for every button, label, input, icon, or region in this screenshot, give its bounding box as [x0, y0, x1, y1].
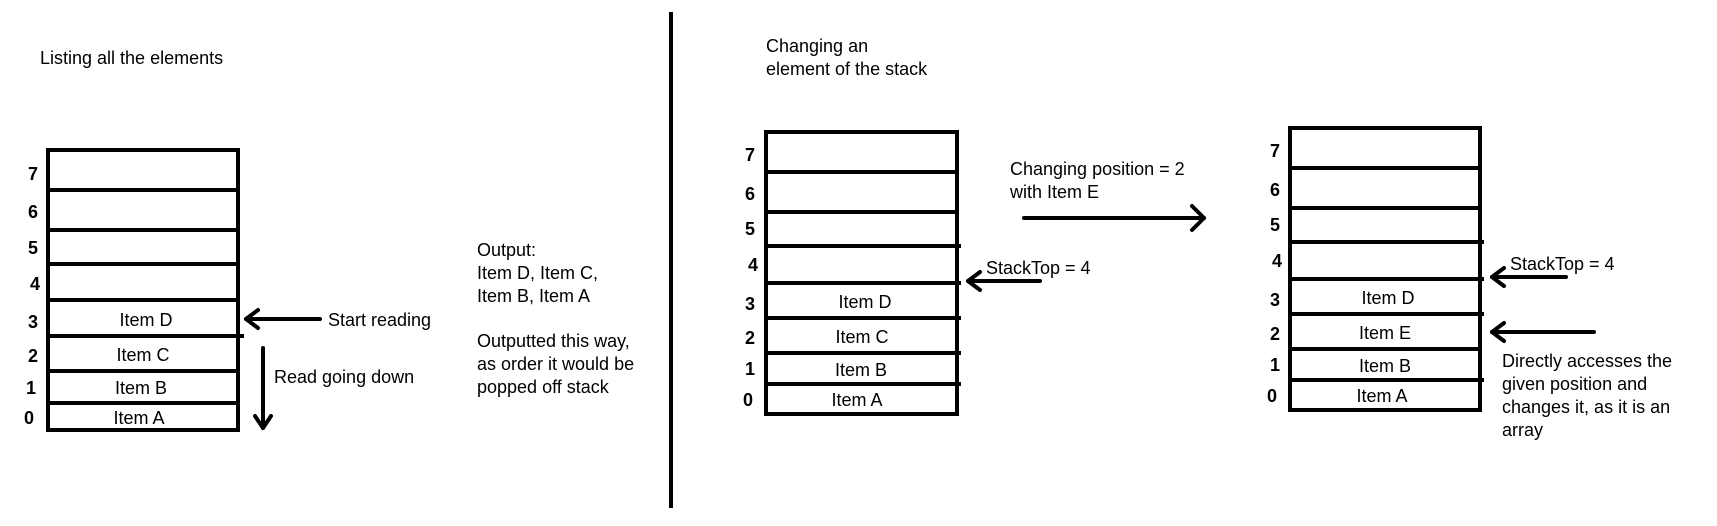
- after-stack: Item D Item E Item B Item A 7 6 5 4 3 2 …: [1267, 126, 1484, 412]
- before-stacktop-label: StackTop = 4: [986, 258, 1091, 278]
- before-stack: Item D Item C Item B Item A 7 6 5 4 3 2 …: [743, 130, 961, 416]
- direct-access-note: Directly accesses the given position and…: [1502, 351, 1672, 440]
- left-cell-1: Item B: [115, 378, 167, 398]
- read-down-arrow: [253, 346, 273, 430]
- read-down-label: Read going down: [274, 367, 414, 387]
- after-index-0: 0: [1267, 386, 1277, 406]
- after-stack-frame: [1288, 126, 1482, 412]
- left-index-4: 4: [30, 274, 40, 294]
- left-index-6: 6: [28, 202, 38, 222]
- left-index-2: 2: [28, 346, 38, 366]
- before-cell-3: Item D: [838, 292, 891, 312]
- after-index-6: 6: [1270, 180, 1280, 200]
- left-cell-0: Item A: [113, 408, 164, 428]
- output-line-2: Item B, Item A: [477, 286, 590, 306]
- before-index-3: 3: [745, 294, 755, 314]
- before-index-5: 5: [745, 219, 755, 239]
- output-line-0: Output:: [477, 240, 536, 260]
- left-index-3: 3: [28, 312, 38, 332]
- left-cell-3: Item D: [119, 310, 172, 330]
- left-stack: Item D Item C Item B Item A 7 6 5 4 3 2 …: [24, 148, 244, 432]
- after-stacktop-label: StackTop = 4: [1510, 254, 1615, 274]
- left-title: Listing all the elements: [40, 48, 223, 68]
- left-stack-frame: [46, 148, 240, 432]
- after-index-1: 1: [1270, 355, 1280, 375]
- start-reading-arrow: [244, 308, 322, 330]
- before-cell-1: Item B: [835, 360, 887, 380]
- after-cell-1: Item B: [1359, 356, 1411, 376]
- before-cell-2: Item C: [835, 327, 888, 347]
- direct-access-line-2: changes it, as it is an: [1502, 397, 1670, 417]
- direct-access-line-3: array: [1502, 420, 1543, 440]
- before-index-0: 0: [743, 390, 753, 410]
- left-index-5: 5: [28, 238, 38, 258]
- change-line-1: with Item E: [1009, 182, 1099, 202]
- right-title-1: element of the stack: [766, 59, 928, 79]
- start-reading-label: Start reading: [328, 310, 431, 330]
- output-text: Output: Item D, Item C, Item B, Item A O…: [477, 240, 634, 397]
- left-index-0: 0: [24, 408, 34, 428]
- after-index-4: 4: [1272, 251, 1282, 271]
- direct-access-line-0: Directly accesses the: [1502, 351, 1672, 371]
- after-index-2: 2: [1270, 324, 1280, 344]
- after-index-7: 7: [1270, 141, 1280, 161]
- before-index-2: 2: [745, 328, 755, 348]
- direct-access-line-1: given position and: [1502, 374, 1647, 394]
- direct-access-arrow: [1490, 321, 1596, 343]
- before-index-1: 1: [745, 359, 755, 379]
- output-line-1: Item D, Item C,: [477, 263, 598, 283]
- before-index-6: 6: [745, 184, 755, 204]
- before-index-4: 4: [748, 255, 758, 275]
- left-cell-2: Item C: [116, 345, 169, 365]
- after-cell-3: Item D: [1361, 288, 1414, 308]
- left-index-1: 1: [26, 378, 36, 398]
- after-index-5: 5: [1270, 215, 1280, 235]
- right-title-0: Changing an: [766, 36, 868, 56]
- left-index-7: 7: [28, 164, 38, 184]
- output-note-1: as order it would be: [477, 354, 634, 374]
- before-stack-frame: [764, 130, 959, 416]
- after-index-3: 3: [1270, 290, 1280, 310]
- output-note-0: Outputted this way,: [477, 331, 630, 351]
- before-cell-0: Item A: [831, 390, 882, 410]
- before-stacktop-arrow: [966, 270, 1042, 292]
- after-cell-0: Item A: [1356, 386, 1407, 406]
- change-arrow: [1022, 204, 1206, 232]
- after-cell-2: Item E: [1359, 323, 1411, 343]
- after-stacktop-arrow: [1490, 266, 1568, 288]
- change-line-0: Changing position = 2: [1010, 159, 1185, 179]
- before-index-7: 7: [745, 145, 755, 165]
- output-note-2: popped off stack: [477, 377, 610, 397]
